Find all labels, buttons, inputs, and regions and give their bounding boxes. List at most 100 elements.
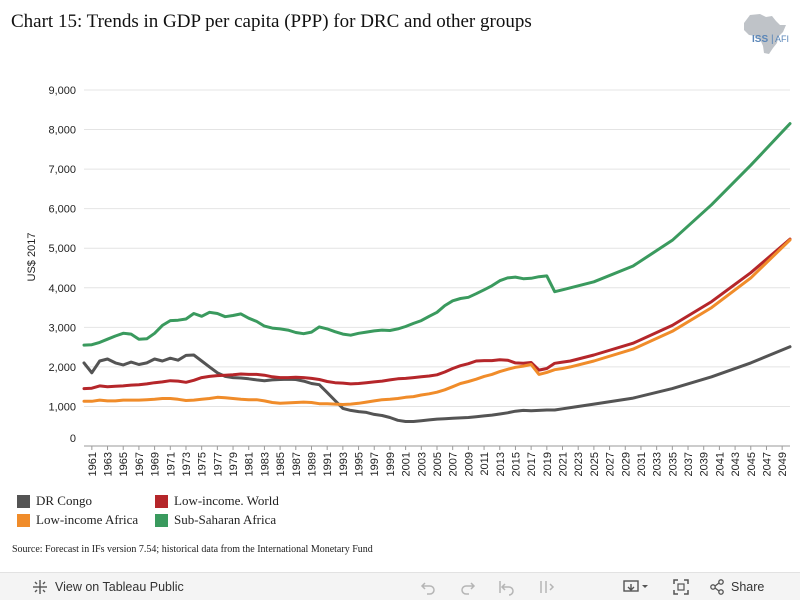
x-tick-label: 1977: [212, 452, 224, 476]
fullscreen-icon: [673, 579, 689, 595]
legend-item-low-income-world[interactable]: Low-income. World: [155, 493, 279, 509]
share-icon: [710, 579, 724, 595]
y-axis-ticks: 0 1,000 2,000 3,000 4,000 5,000 6,000 7,000 8,00…: [48, 85, 76, 445]
y-tick-label: 0: [70, 433, 76, 445]
series-line-low-income-world[interactable]: [82, 237, 792, 391]
x-tick-label: 1969: [150, 452, 162, 476]
pause-button[interactable]: [537, 573, 555, 600]
redo-button[interactable]: [459, 573, 477, 600]
x-tick-label: 1997: [369, 452, 381, 476]
x-tick-label: 2019: [542, 452, 554, 476]
x-tick-label: 2013: [495, 452, 507, 476]
legend-swatch: [155, 494, 168, 508]
x-tick-label: 1979: [228, 452, 240, 476]
x-tick-label: 1973: [181, 452, 193, 476]
x-tick-label: 2011: [479, 452, 491, 476]
x-tick-label: 1991: [322, 452, 334, 476]
y-tick-label: 7,000: [48, 164, 76, 176]
x-tick-label: 1967: [134, 452, 146, 476]
x-tick-label: 2005: [432, 452, 444, 476]
share-button[interactable]: Share: [709, 573, 764, 600]
y-tick-label: 6,000: [48, 204, 76, 216]
gridlines: [84, 89, 790, 407]
x-tick-label: 2021: [558, 452, 570, 476]
x-tick-label: 1961: [87, 452, 99, 476]
x-tick-label: 2025: [589, 452, 601, 476]
x-tick-label: 2017: [526, 452, 538, 476]
x-tick-label: 2039: [699, 452, 711, 476]
x-tick-label: 2023: [573, 452, 585, 476]
x-axis-ticks: 1961 1963 1965 1967 1969 1971 1973 1975 1977 1979…: [87, 446, 789, 476]
x-tick-label: 1995: [354, 452, 366, 476]
iss-afi-logo: ISS | AFI: [736, 12, 792, 56]
y-tick-label: 2,000: [48, 362, 76, 374]
y-tick-label: 3,000: [48, 322, 76, 334]
x-tick-label: 1987: [291, 452, 303, 476]
x-tick-label: 2027: [605, 452, 617, 476]
fullscreen-button[interactable]: [672, 573, 690, 600]
x-tick-label: 1963: [103, 452, 115, 476]
x-tick-label: 2031: [636, 452, 648, 476]
x-tick-label: 1985: [275, 452, 287, 476]
x-tick-label: 1999: [385, 452, 397, 476]
tableau-logo-icon: [33, 580, 47, 594]
x-tick-label: 2049: [777, 452, 789, 476]
x-tick-label: 1993: [338, 452, 350, 476]
x-tick-label: 2003: [416, 452, 428, 476]
legend-label: Sub-Saharan Africa: [174, 512, 277, 527]
legend-label: DR Congo: [36, 493, 92, 508]
y-tick-label: 9,000: [48, 85, 76, 97]
x-tick-label: 2047: [761, 452, 773, 476]
x-tick-label: 2037: [683, 452, 695, 476]
x-tick-label: 2033: [652, 452, 664, 476]
series-lines: [82, 122, 792, 423]
x-tick-label: 2001: [401, 452, 413, 476]
y-tick-label: 1,000: [48, 401, 76, 413]
legend-item-low-income-africa[interactable]: Low-income Africa: [17, 512, 138, 528]
download-button[interactable]: [622, 573, 650, 600]
download-icon: [623, 580, 648, 592]
x-tick-label: 2029: [620, 452, 632, 476]
revert-button[interactable]: [498, 573, 516, 600]
series-line-low-income-africa[interactable]: [82, 238, 792, 406]
x-tick-label: 1981: [244, 452, 256, 476]
x-tick-label: 2045: [746, 452, 758, 476]
undo-icon: [420, 582, 435, 595]
x-tick-label: 2007: [448, 452, 460, 476]
pause-icon: [540, 581, 555, 593]
series-line-dr-congo[interactable]: [82, 345, 792, 423]
y-tick-label: 4,000: [48, 283, 76, 295]
tableau-toolbar: View on Tableau Public Share: [0, 572, 800, 600]
x-tick-label: 2009: [463, 452, 475, 476]
view-on-tableau-public-button[interactable]: View on Tableau Public: [32, 573, 184, 600]
legend-label: Low-income. World: [174, 493, 279, 508]
legend-item-sub-saharan-africa[interactable]: Sub-Saharan Africa: [155, 512, 276, 528]
x-tick-label: 1975: [197, 452, 209, 476]
legend-swatch: [17, 513, 30, 527]
x-tick-label: 2015: [510, 452, 522, 476]
x-tick-label: 1989: [306, 452, 318, 476]
view-on-tableau-public-label: View on Tableau Public: [55, 580, 184, 594]
logo-text-iss: ISS: [752, 34, 768, 45]
share-label: Share: [731, 580, 765, 594]
x-tick-label: 2041: [714, 452, 726, 476]
revert-icon: [499, 581, 514, 596]
series-line-sub-saharan-africa[interactable]: [82, 122, 792, 347]
line-chart: 0 1,000 2,000 3,000 4,000 5,000 6,000 7,000 8,00…: [0, 60, 800, 490]
chart-title: Chart 15: Trends in GDP per capita (PPP)…: [11, 11, 532, 32]
x-tick-label: 1983: [259, 452, 271, 476]
africa-map-icon: [744, 14, 786, 54]
logo-divider: |: [771, 34, 774, 45]
x-tick-label: 1971: [165, 452, 177, 476]
logo-text-afi: AFI: [775, 34, 789, 44]
legend-swatch: [155, 513, 168, 527]
undo-button[interactable]: [419, 573, 437, 600]
y-tick-label: 5,000: [48, 243, 76, 255]
legend-label: Low-income Africa: [36, 512, 139, 527]
chart-legend: DR Congo Low-income. World Low-income Af…: [0, 486, 800, 532]
redo-icon: [461, 582, 476, 595]
x-tick-label: 2043: [730, 452, 742, 476]
legend-item-dr-congo[interactable]: DR Congo: [17, 493, 92, 509]
source-note: Source: Forecast in IFs version 7.54; hi…: [12, 544, 373, 555]
y-tick-label: 8,000: [48, 125, 76, 137]
